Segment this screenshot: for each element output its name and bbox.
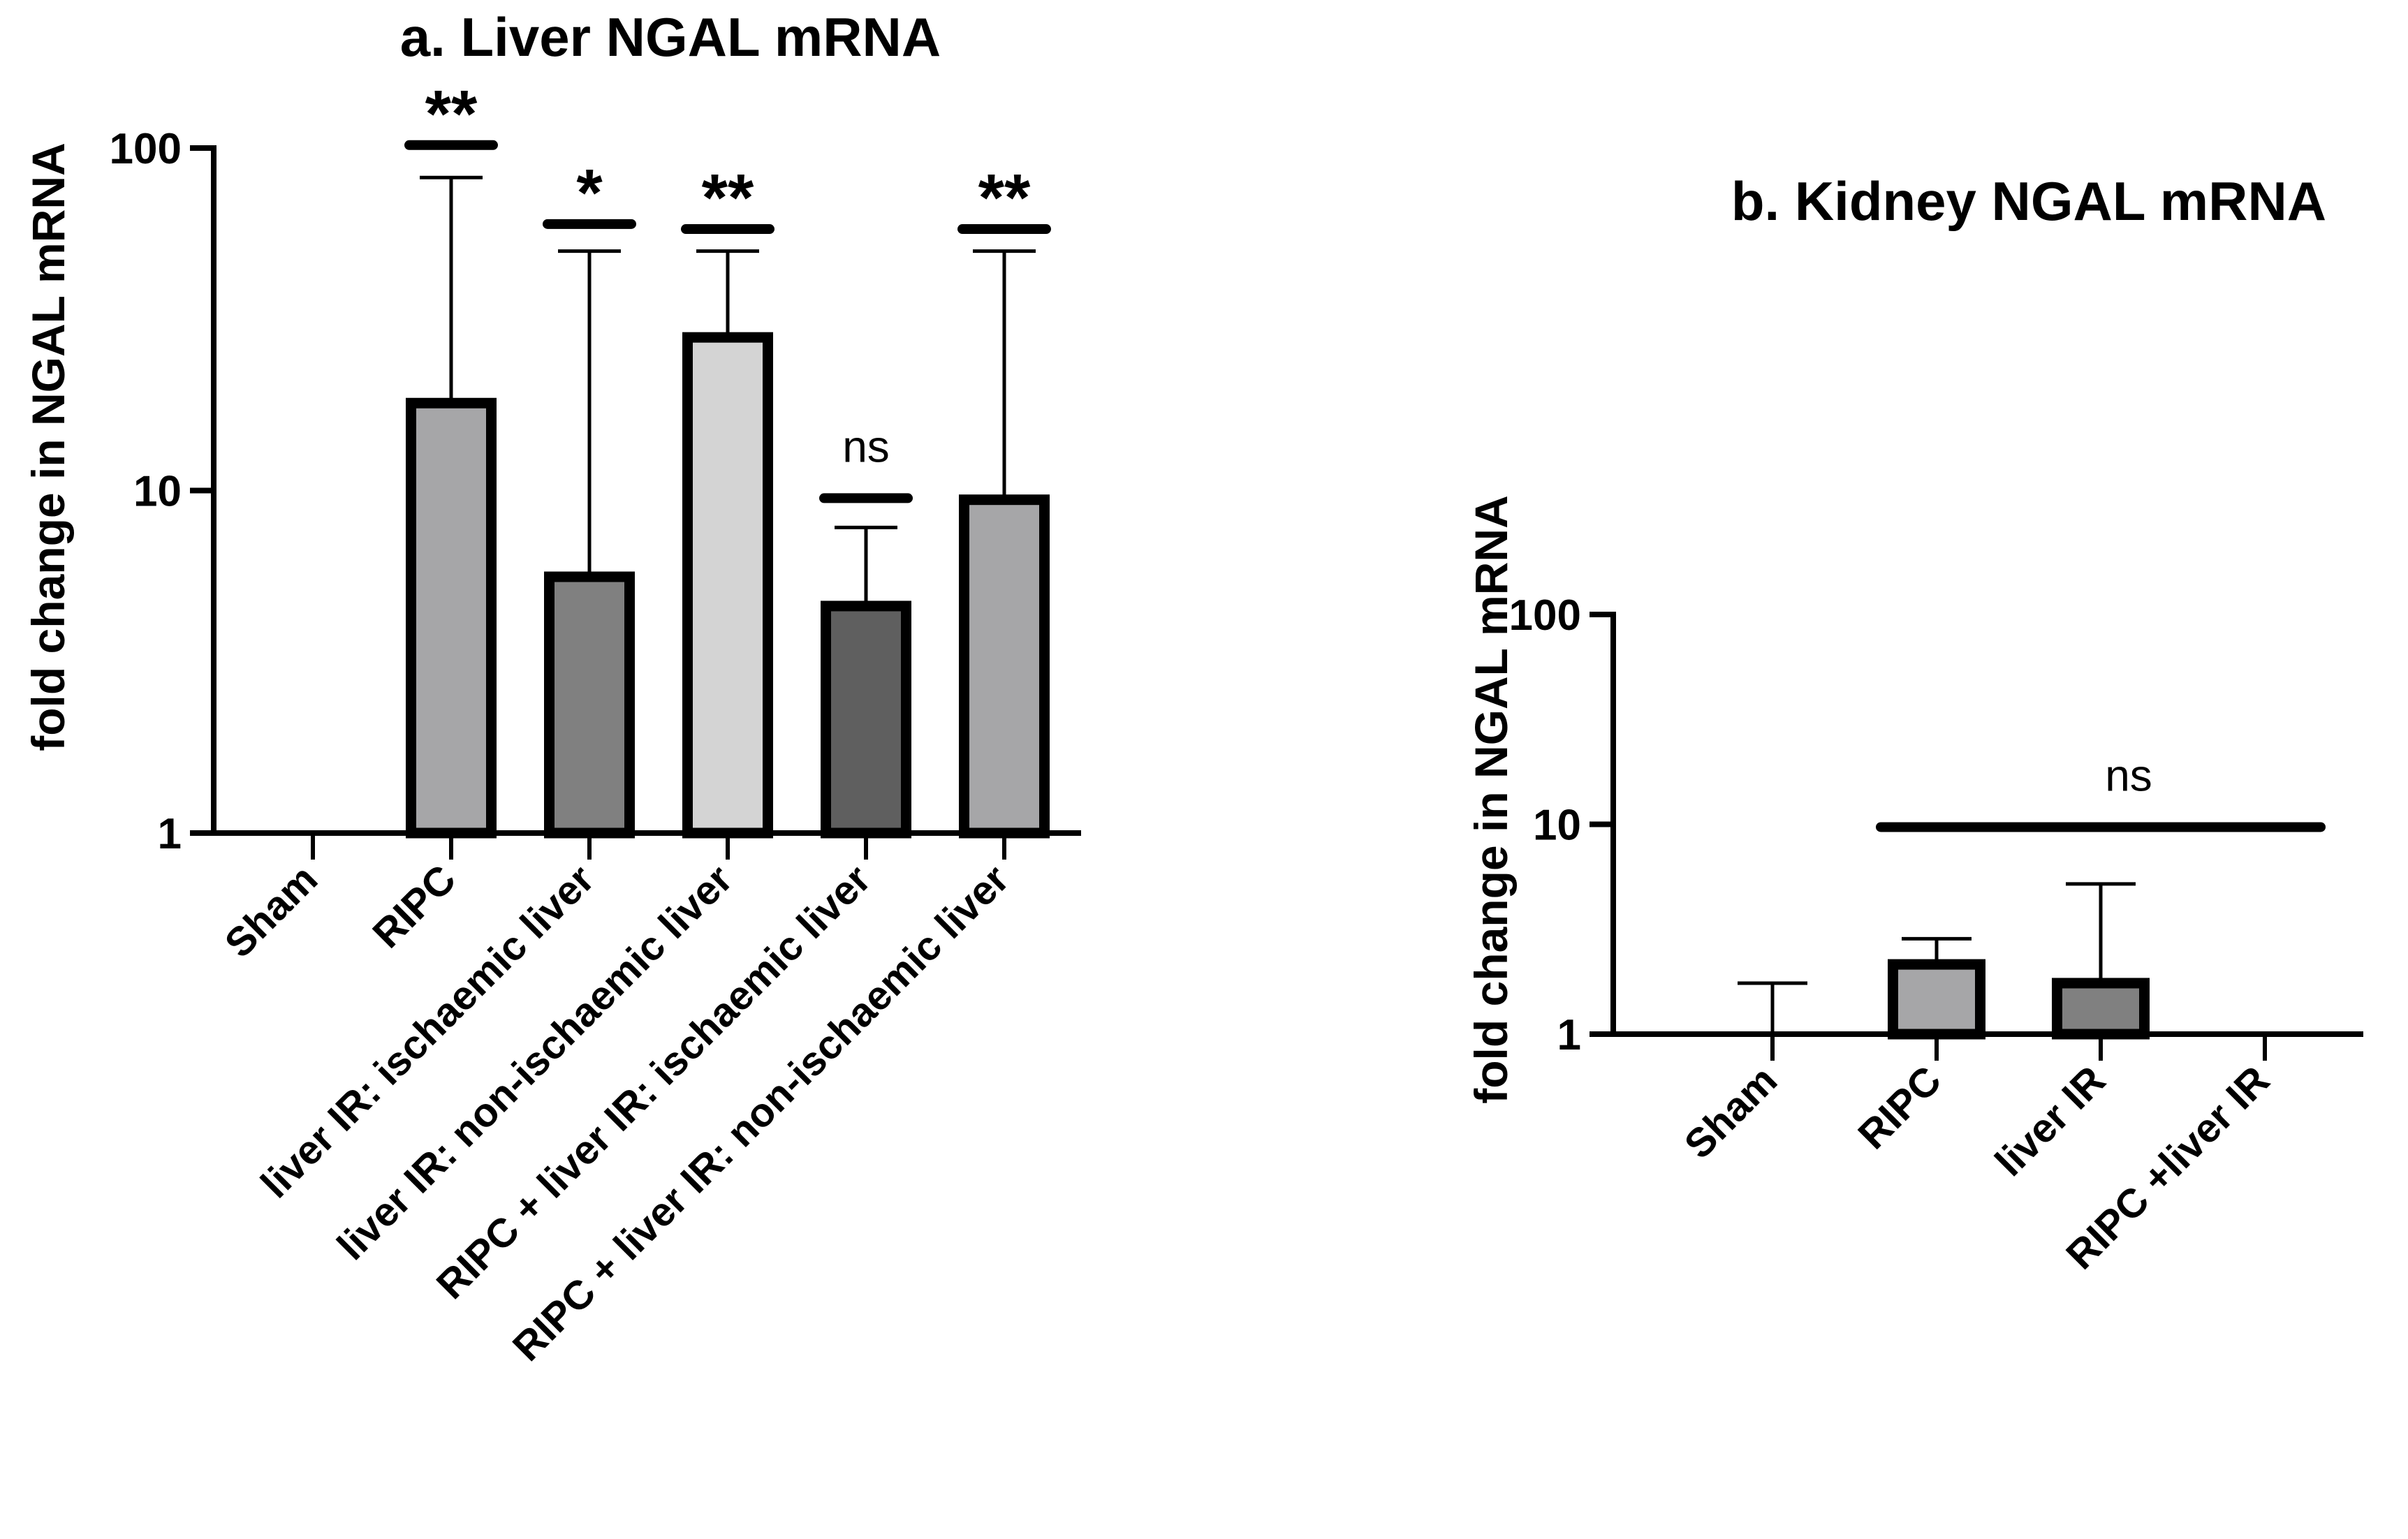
bar-3 xyxy=(544,571,635,839)
significance-label-3: * xyxy=(576,156,603,230)
significance-label-2: ** xyxy=(425,77,478,152)
bar-2 xyxy=(406,397,497,839)
y-tick-label-100: 100 xyxy=(1509,591,1581,640)
chart-title: a. Liver NGAL mRNA xyxy=(400,6,941,68)
y-tick-label-10: 10 xyxy=(1533,802,1581,850)
bar-3 xyxy=(2052,978,2150,1040)
category-label-3: liver IR xyxy=(1986,1057,2114,1185)
significance-label-6: ** xyxy=(978,161,1031,235)
bar-2 xyxy=(1888,959,1985,1040)
category-label-2: RIPC xyxy=(364,856,464,957)
category-label-6: RIPC + liver IR: non-ischaemic liver xyxy=(504,856,1018,1369)
y-tick-label-10: 10 xyxy=(133,468,182,516)
significance-label-4: ** xyxy=(702,161,754,235)
chart-title: b. Kidney NGAL mRNA xyxy=(1731,170,2326,232)
bar-5 xyxy=(821,601,911,839)
significance-label: ns xyxy=(2105,750,2152,800)
y-tick-label-100: 100 xyxy=(110,125,182,173)
bar-6 xyxy=(959,494,1050,839)
significance-label-5: ns xyxy=(842,421,890,471)
liver-ngal-chart: a. Liver NGAL mRNA fold change in NGAL m… xyxy=(22,6,1081,1370)
kidney-ngal-chart: b. Kidney NGAL mRNA fold change in NGAL … xyxy=(1465,170,2363,1278)
y-tick-label-1: 1 xyxy=(158,810,182,858)
y-tick-label-1: 1 xyxy=(1557,1011,1581,1059)
category-label-1: Sham xyxy=(1676,1057,1786,1168)
category-label-2: RIPC xyxy=(1849,1057,1950,1158)
y-axis-label: fold change in NGAL mRNA xyxy=(1465,495,1517,1103)
category-label-1: Sham xyxy=(216,856,327,966)
y-axis-label: fold change in NGAL mRNA xyxy=(22,142,74,751)
bar-4 xyxy=(682,332,773,839)
